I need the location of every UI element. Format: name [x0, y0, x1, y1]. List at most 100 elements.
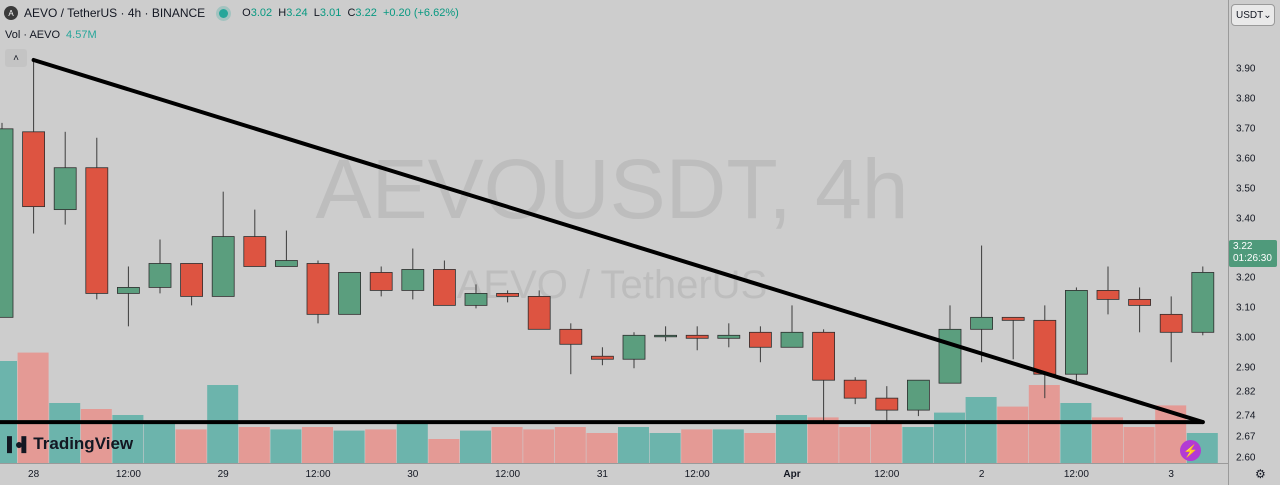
- time-axis-label: 12:00: [305, 469, 331, 480]
- symbol-title[interactable]: AEVO / TetherUS · 4h · BINANCE: [24, 6, 206, 20]
- candle-body: [843, 379, 867, 399]
- volume-bar: [365, 429, 397, 463]
- time-axis-label: 12:00: [1063, 469, 1089, 480]
- settings-gear-icon[interactable]: ⚙: [1255, 467, 1266, 481]
- time-axis-label: 12:00: [684, 469, 710, 480]
- candles: [0, 59, 1215, 423]
- candle-body: [685, 334, 709, 339]
- price-axis-label: 2.74: [1236, 410, 1256, 422]
- volume-bar: [681, 429, 713, 463]
- trendlines[interactable]: [0, 57, 1205, 425]
- candle-body: [717, 334, 741, 339]
- price-axis-label: 3.50: [1236, 183, 1256, 195]
- candle-body: [306, 263, 330, 315]
- volume-bar: [1060, 403, 1092, 463]
- volume-bar: [618, 427, 649, 463]
- price-axis-label: 2.67: [1236, 431, 1256, 443]
- candle-body: [22, 131, 46, 208]
- volume-bar: [1123, 427, 1155, 463]
- volume-bar: [428, 439, 460, 463]
- trendline: [31, 57, 1205, 425]
- volume-bar: [333, 430, 365, 463]
- candle-body: [527, 295, 551, 330]
- candle-body: [1159, 313, 1183, 333]
- candle-body: [938, 328, 962, 384]
- chevron-up-icon: ˄: [13, 52, 19, 64]
- symbol-header: A AEVO / TetherUS · 4h · BINANCE O3.02 H…: [4, 6, 459, 20]
- price-chart[interactable]: AEVOUSDT, 4h AEVO / TetherUS: [0, 0, 1228, 463]
- volume-bar: [712, 429, 744, 463]
- candle-body: [875, 397, 899, 411]
- volume-bar: [17, 352, 49, 463]
- volume-value: 4.57M: [66, 29, 97, 41]
- volume-label: Vol · AEVO: [5, 29, 61, 41]
- candle-body: [0, 128, 14, 318]
- time-axis[interactable]: 28 12:00 29 12:00 30 12:00 31 12:00 Apr 12:00 2 12:…: [0, 463, 1228, 485]
- volume-bar: [523, 429, 555, 463]
- candle-body: [1001, 316, 1025, 321]
- candle-body: [338, 272, 362, 315]
- volume-bar: [144, 421, 175, 463]
- chevron-down-icon: ⌄: [1263, 9, 1272, 21]
- current-price: 3.22: [1233, 241, 1253, 252]
- volume-legend[interactable]: Vol · AEVO 4.57M: [5, 29, 97, 41]
- time-axis-label: 30: [407, 469, 419, 480]
- volume-bar: [49, 403, 81, 463]
- price-axis-label: 2.90: [1236, 362, 1256, 374]
- price-axis-label: 3.60: [1236, 153, 1256, 165]
- price-axis-label: 3.20: [1236, 272, 1256, 284]
- ohlc-low: 3.01: [319, 7, 342, 19]
- candle-body: [812, 331, 835, 381]
- volume-bar: [460, 430, 491, 463]
- time-axis-label: 12:00: [495, 469, 521, 480]
- candle-body: [622, 334, 646, 360]
- candle-body: [1128, 298, 1151, 306]
- candle-body: [180, 263, 204, 297]
- price-axis-label: 3.10: [1236, 302, 1256, 314]
- currency-select[interactable]: USDT ⌄: [1231, 4, 1275, 26]
- volume-bar: [1092, 417, 1123, 463]
- candle-body: [117, 287, 140, 294]
- ohlc-change: +0.20 (+6.62%): [382, 7, 459, 19]
- volume-bar: [839, 427, 871, 463]
- watermark-ticker: AEVOUSDT, 4h: [316, 142, 909, 236]
- tradingview-logo[interactable]: ▌●▌ TradingView: [7, 434, 133, 454]
- candle-body: [496, 293, 520, 297]
- volume-bar: [807, 417, 839, 463]
- time-axis-label: 12:00: [115, 469, 141, 480]
- time-axis-label: 31: [596, 469, 608, 480]
- price-axis-label: 3.80: [1236, 93, 1256, 105]
- volume-bar: [0, 361, 17, 463]
- candle-body: [907, 379, 930, 411]
- watermark-name: AEVO / TetherUS: [457, 263, 768, 307]
- candle-body: [1065, 290, 1088, 375]
- time-axis-label: 12:00: [874, 469, 900, 480]
- tradingview-mark-icon: ▌●▌: [7, 436, 31, 452]
- candle-countdown: 01:26:30: [1233, 253, 1272, 264]
- volume-bar: [175, 429, 207, 463]
- candle-body: [274, 260, 298, 267]
- candle-body: [369, 272, 393, 291]
- volume-bar: [80, 409, 112, 463]
- tradingview-wordmark: TradingView: [33, 434, 134, 453]
- flash-icon[interactable]: ⚡: [1180, 440, 1201, 461]
- time-axis-label: 28: [28, 469, 40, 480]
- candle-body: [591, 355, 614, 360]
- candle-body: [1033, 319, 1057, 375]
- price-axis-label: 3.90: [1236, 63, 1256, 75]
- candle-body: [1191, 272, 1215, 333]
- collapse-legend-button[interactable]: ˄: [5, 49, 27, 67]
- ohlc-open: 3.02: [250, 7, 273, 19]
- volume-bar: [902, 427, 934, 463]
- volume-bar: [396, 421, 428, 463]
- aevo-logo-icon: A: [4, 6, 18, 20]
- candle-body: [53, 167, 77, 211]
- volume-bar: [491, 427, 523, 463]
- ohlc-close: 3.22: [355, 7, 377, 19]
- currency-value: USDT: [1236, 9, 1264, 21]
- volume-bar: [997, 406, 1029, 463]
- candle-body: [654, 334, 677, 338]
- price-axis-label: 3.00: [1236, 332, 1256, 344]
- ohlc-values: O3.02 H3.24 L3.01 C3.22 +0.20 (+6.62%): [242, 7, 459, 19]
- ohlc-high: 3.24: [286, 7, 308, 19]
